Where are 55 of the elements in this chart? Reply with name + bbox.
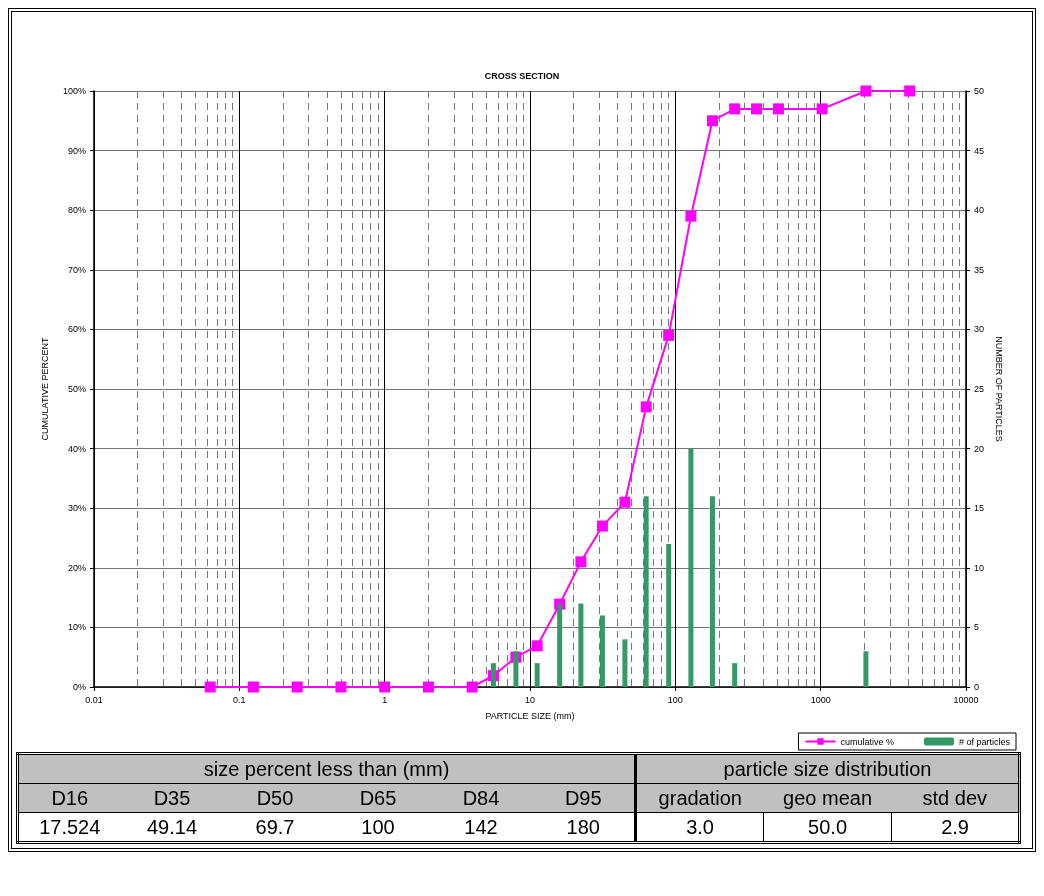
text: 180 xyxy=(566,816,600,838)
text: 142 xyxy=(464,816,498,838)
legend-label: cumulative % xyxy=(840,736,894,747)
category-label: gradation xyxy=(635,783,764,813)
y-tick-label: 0% xyxy=(72,682,86,692)
x-tick-label: 1 xyxy=(382,694,388,705)
category-label: D84 xyxy=(429,783,533,813)
x-tick-label: 10000 xyxy=(953,694,979,705)
y-tick-label: 100% xyxy=(62,86,86,96)
y2-tick-label: 10 xyxy=(974,562,985,573)
y2-tick-label: 40 xyxy=(974,205,985,216)
x-axis-title: PARTICLE SIZE (mm) xyxy=(485,710,575,721)
category-label: D50 xyxy=(223,783,327,813)
y2-tick-label: 0 xyxy=(974,682,980,692)
y-tick-label: 40% xyxy=(67,443,86,454)
y-tick-label: 60% xyxy=(67,324,86,335)
y-axis-title: CUMULATIVE PERCENT xyxy=(39,337,50,441)
legend-label: # of particles xyxy=(958,736,1011,747)
text: 3.0 xyxy=(686,816,714,838)
y2-tick-label: 5 xyxy=(974,622,980,633)
y-tick-label: 80% xyxy=(67,205,86,216)
y2-axis-title: NUMBER OF PARTICLES xyxy=(994,336,1005,442)
y-tick-label: 10% xyxy=(67,622,86,633)
x-tick-label: 0.01 xyxy=(85,694,103,705)
x-tick-label: 100 xyxy=(667,694,683,705)
y2-tick-label: 50 xyxy=(974,86,985,96)
category-label: D95 xyxy=(532,783,636,813)
category-label: D65 xyxy=(326,783,430,813)
x-tick-label: 0.1 xyxy=(233,694,246,705)
y2-tick-label: 20 xyxy=(974,443,985,454)
chart-title: CROSS SECTION xyxy=(484,70,560,81)
text: particle size distribution xyxy=(635,753,1020,784)
text: 17.524 xyxy=(39,816,101,838)
text: size percent less than (mm) xyxy=(17,753,636,784)
category-label: std dev xyxy=(891,783,1020,813)
text: 50.0 xyxy=(808,816,848,838)
text: 49.14 xyxy=(146,816,198,838)
text: 100 xyxy=(361,816,395,838)
y-tick-label: 90% xyxy=(67,145,86,156)
y-tick-label: 70% xyxy=(67,264,86,275)
y2-tick-label: 45 xyxy=(974,145,985,156)
category-label: geo mean xyxy=(763,783,892,813)
y-tick-label: 50% xyxy=(67,384,86,394)
y-tick-label: 20% xyxy=(67,562,86,573)
y2-tick-label: 25 xyxy=(974,384,985,394)
y2-tick-label: 35 xyxy=(974,264,985,275)
text: 2.9 xyxy=(941,816,969,838)
category-label: D16 xyxy=(17,783,121,813)
y2-tick-label: 30 xyxy=(974,324,985,335)
y2-tick-label: 15 xyxy=(974,503,985,514)
text: 69.7 xyxy=(255,816,295,838)
x-tick-label: 1000 xyxy=(810,694,831,705)
x-tick-label: 10 xyxy=(524,694,536,705)
category-label: D35 xyxy=(120,783,224,813)
y-tick-label: 30% xyxy=(67,503,86,514)
